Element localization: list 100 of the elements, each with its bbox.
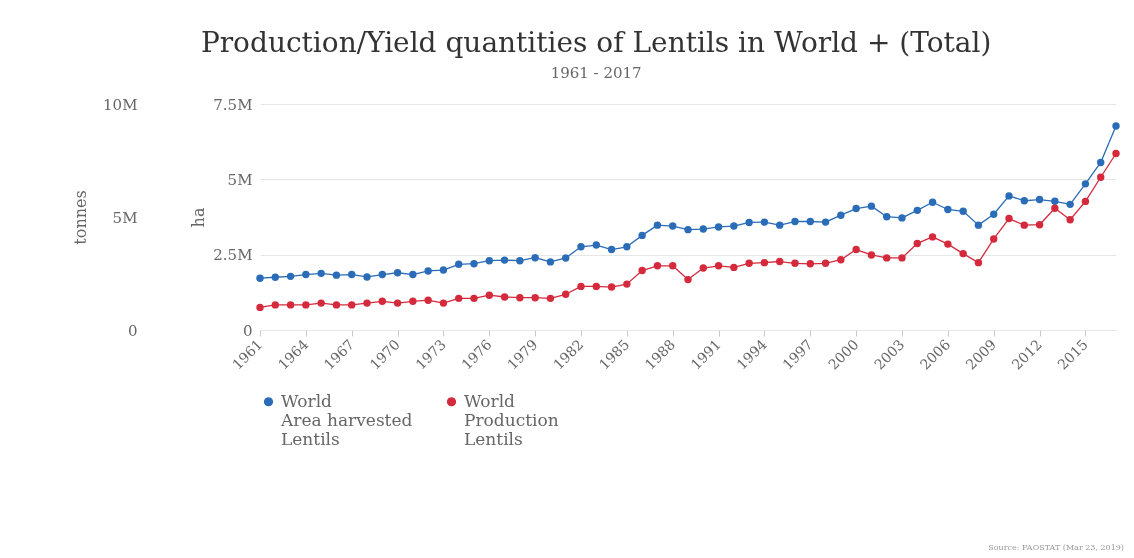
source-note: Source: FAOSTAT (Mar 23, 2019): [988, 543, 1124, 552]
point: [959, 207, 967, 215]
point: [348, 270, 356, 279]
point: [806, 217, 814, 226]
point: [1020, 221, 1028, 229]
point: [348, 301, 356, 309]
point: [1081, 180, 1090, 188]
point: [638, 231, 646, 240]
point: [1051, 204, 1059, 212]
point: [607, 283, 616, 291]
point: [867, 202, 876, 210]
point: [745, 218, 753, 227]
point: [837, 211, 845, 219]
point: [1066, 216, 1074, 224]
point: [852, 204, 860, 213]
point: [714, 223, 723, 231]
point: [470, 260, 478, 268]
point: [516, 256, 524, 265]
y-tick-label: 5M: [227, 170, 253, 189]
point: [791, 259, 799, 268]
point: [455, 294, 463, 303]
y2-tick-label: 5M: [112, 208, 138, 227]
legend-label: World Area harvested Lentils: [280, 390, 413, 449]
point: [393, 269, 402, 277]
point: [837, 256, 845, 264]
point: [821, 259, 830, 268]
chart-title: Production/Yield quantities of Lentils in World + (Total): [200, 26, 992, 59]
point: [332, 271, 341, 279]
point: [393, 299, 402, 307]
point: [546, 258, 555, 266]
y2-tick-label: 0: [127, 321, 138, 340]
point: [959, 249, 967, 258]
chart-subtitle: 1961 - 2017: [550, 64, 642, 82]
point: [607, 245, 616, 254]
point: [455, 260, 463, 269]
point: [928, 198, 937, 206]
point: [699, 225, 707, 233]
point: [913, 239, 921, 248]
point: [714, 262, 723, 270]
point: [684, 275, 692, 284]
point: [516, 293, 524, 302]
point: [577, 243, 585, 251]
point: [883, 213, 891, 221]
point: [363, 299, 371, 307]
point: [730, 222, 738, 230]
point: [990, 210, 998, 218]
point: [745, 259, 753, 268]
point: [302, 301, 310, 309]
point: [592, 282, 600, 291]
point: [928, 233, 937, 241]
point: [776, 221, 784, 229]
point: [623, 243, 631, 251]
point: [286, 301, 295, 309]
point: [500, 293, 509, 301]
point: [577, 282, 585, 291]
point: [638, 266, 646, 275]
y-axis-title: ha: [189, 207, 209, 228]
y-tick-label: 0: [242, 321, 253, 340]
point: [852, 245, 860, 254]
point: [378, 270, 386, 279]
point: [990, 235, 998, 243]
point: [653, 262, 662, 270]
point: [730, 263, 738, 272]
point: [1112, 149, 1120, 158]
point: [256, 303, 264, 312]
point: [1112, 122, 1120, 130]
point: [623, 280, 631, 288]
point: [271, 273, 279, 281]
point: [485, 256, 493, 265]
point: [409, 297, 417, 305]
point: [424, 296, 432, 304]
point: [1097, 173, 1105, 181]
point: [699, 264, 707, 272]
point: [669, 262, 677, 270]
point: [944, 205, 952, 214]
point: [302, 270, 310, 279]
point: [1005, 214, 1013, 223]
point: [1035, 220, 1044, 229]
point: [531, 253, 539, 262]
point: [271, 301, 279, 309]
point: [1035, 195, 1044, 204]
point: [286, 272, 295, 281]
point: [256, 274, 264, 282]
point: [669, 222, 677, 230]
point: [653, 221, 662, 229]
point: [913, 206, 921, 215]
y2-tick-label: 10M: [103, 95, 138, 114]
point: [317, 299, 325, 307]
point: [791, 217, 799, 226]
point: [378, 297, 386, 305]
point: [546, 294, 555, 303]
point: [684, 225, 692, 234]
point: [760, 218, 769, 226]
point: [1097, 158, 1105, 167]
point: [1020, 197, 1028, 205]
point: [332, 301, 341, 309]
point: [974, 258, 983, 267]
point: [1066, 200, 1074, 209]
point: [500, 256, 509, 264]
point: [562, 254, 570, 262]
